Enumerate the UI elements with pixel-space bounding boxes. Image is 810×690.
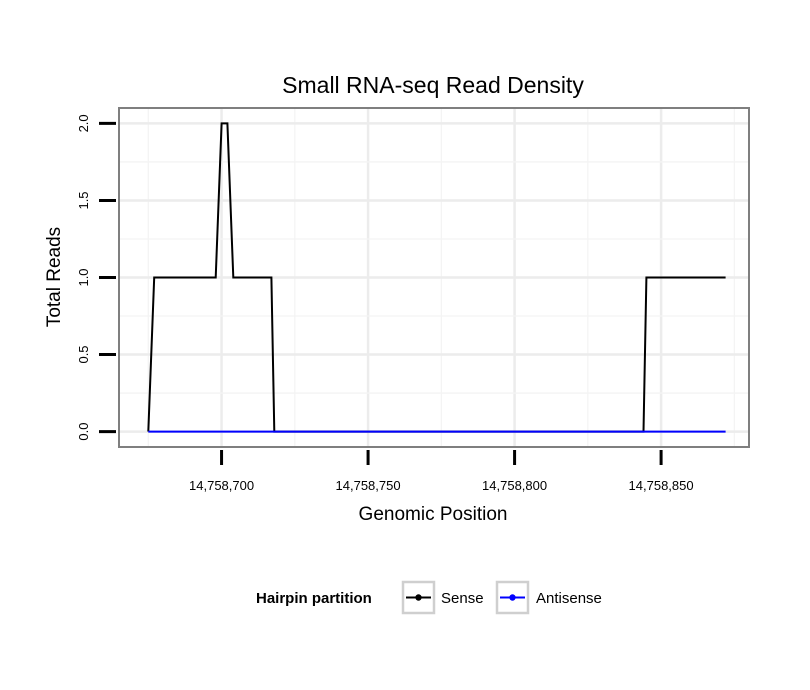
legend-title: Hairpin partition: [256, 590, 372, 607]
y-tick-label: 1.0: [76, 268, 91, 286]
series-layer: [147, 122, 726, 433]
y-tick-label: 0.5: [76, 345, 91, 363]
legend: Hairpin partition Sense Antisense: [256, 580, 602, 615]
y-tick-label: 0.0: [76, 423, 91, 441]
legend-point-antisense: [509, 594, 516, 601]
chart-title: Small RNA-seq Read Density: [282, 72, 584, 98]
y-axis-title: Total Reads: [44, 227, 65, 327]
x-axis: 14,758,700 14,758,750 14,758,800 14,758,850: [189, 450, 694, 493]
legend-entry-antisense: Antisense: [495, 580, 602, 615]
legend-label-antisense: Antisense: [536, 590, 602, 607]
x-tick-label: 14,758,850: [629, 478, 694, 493]
x-tick-label: 14,758,800: [482, 478, 547, 493]
y-axis: 0.0 0.5 1.0 1.5 2.0: [76, 114, 116, 441]
legend-point-sense: [415, 594, 422, 601]
x-axis-title: Genomic Position: [359, 504, 508, 525]
x-tick-label: 14,758,750: [336, 478, 401, 493]
legend-label-sense: Sense: [441, 590, 484, 607]
series-line-sense: [147, 122, 726, 433]
legend-entry-sense: Sense: [401, 580, 484, 615]
y-tick-label: 1.5: [76, 191, 91, 209]
y-tick-label: 2.0: [76, 114, 91, 132]
x-tick-label: 14,758,700: [189, 478, 254, 493]
plot-border: [118, 107, 750, 448]
